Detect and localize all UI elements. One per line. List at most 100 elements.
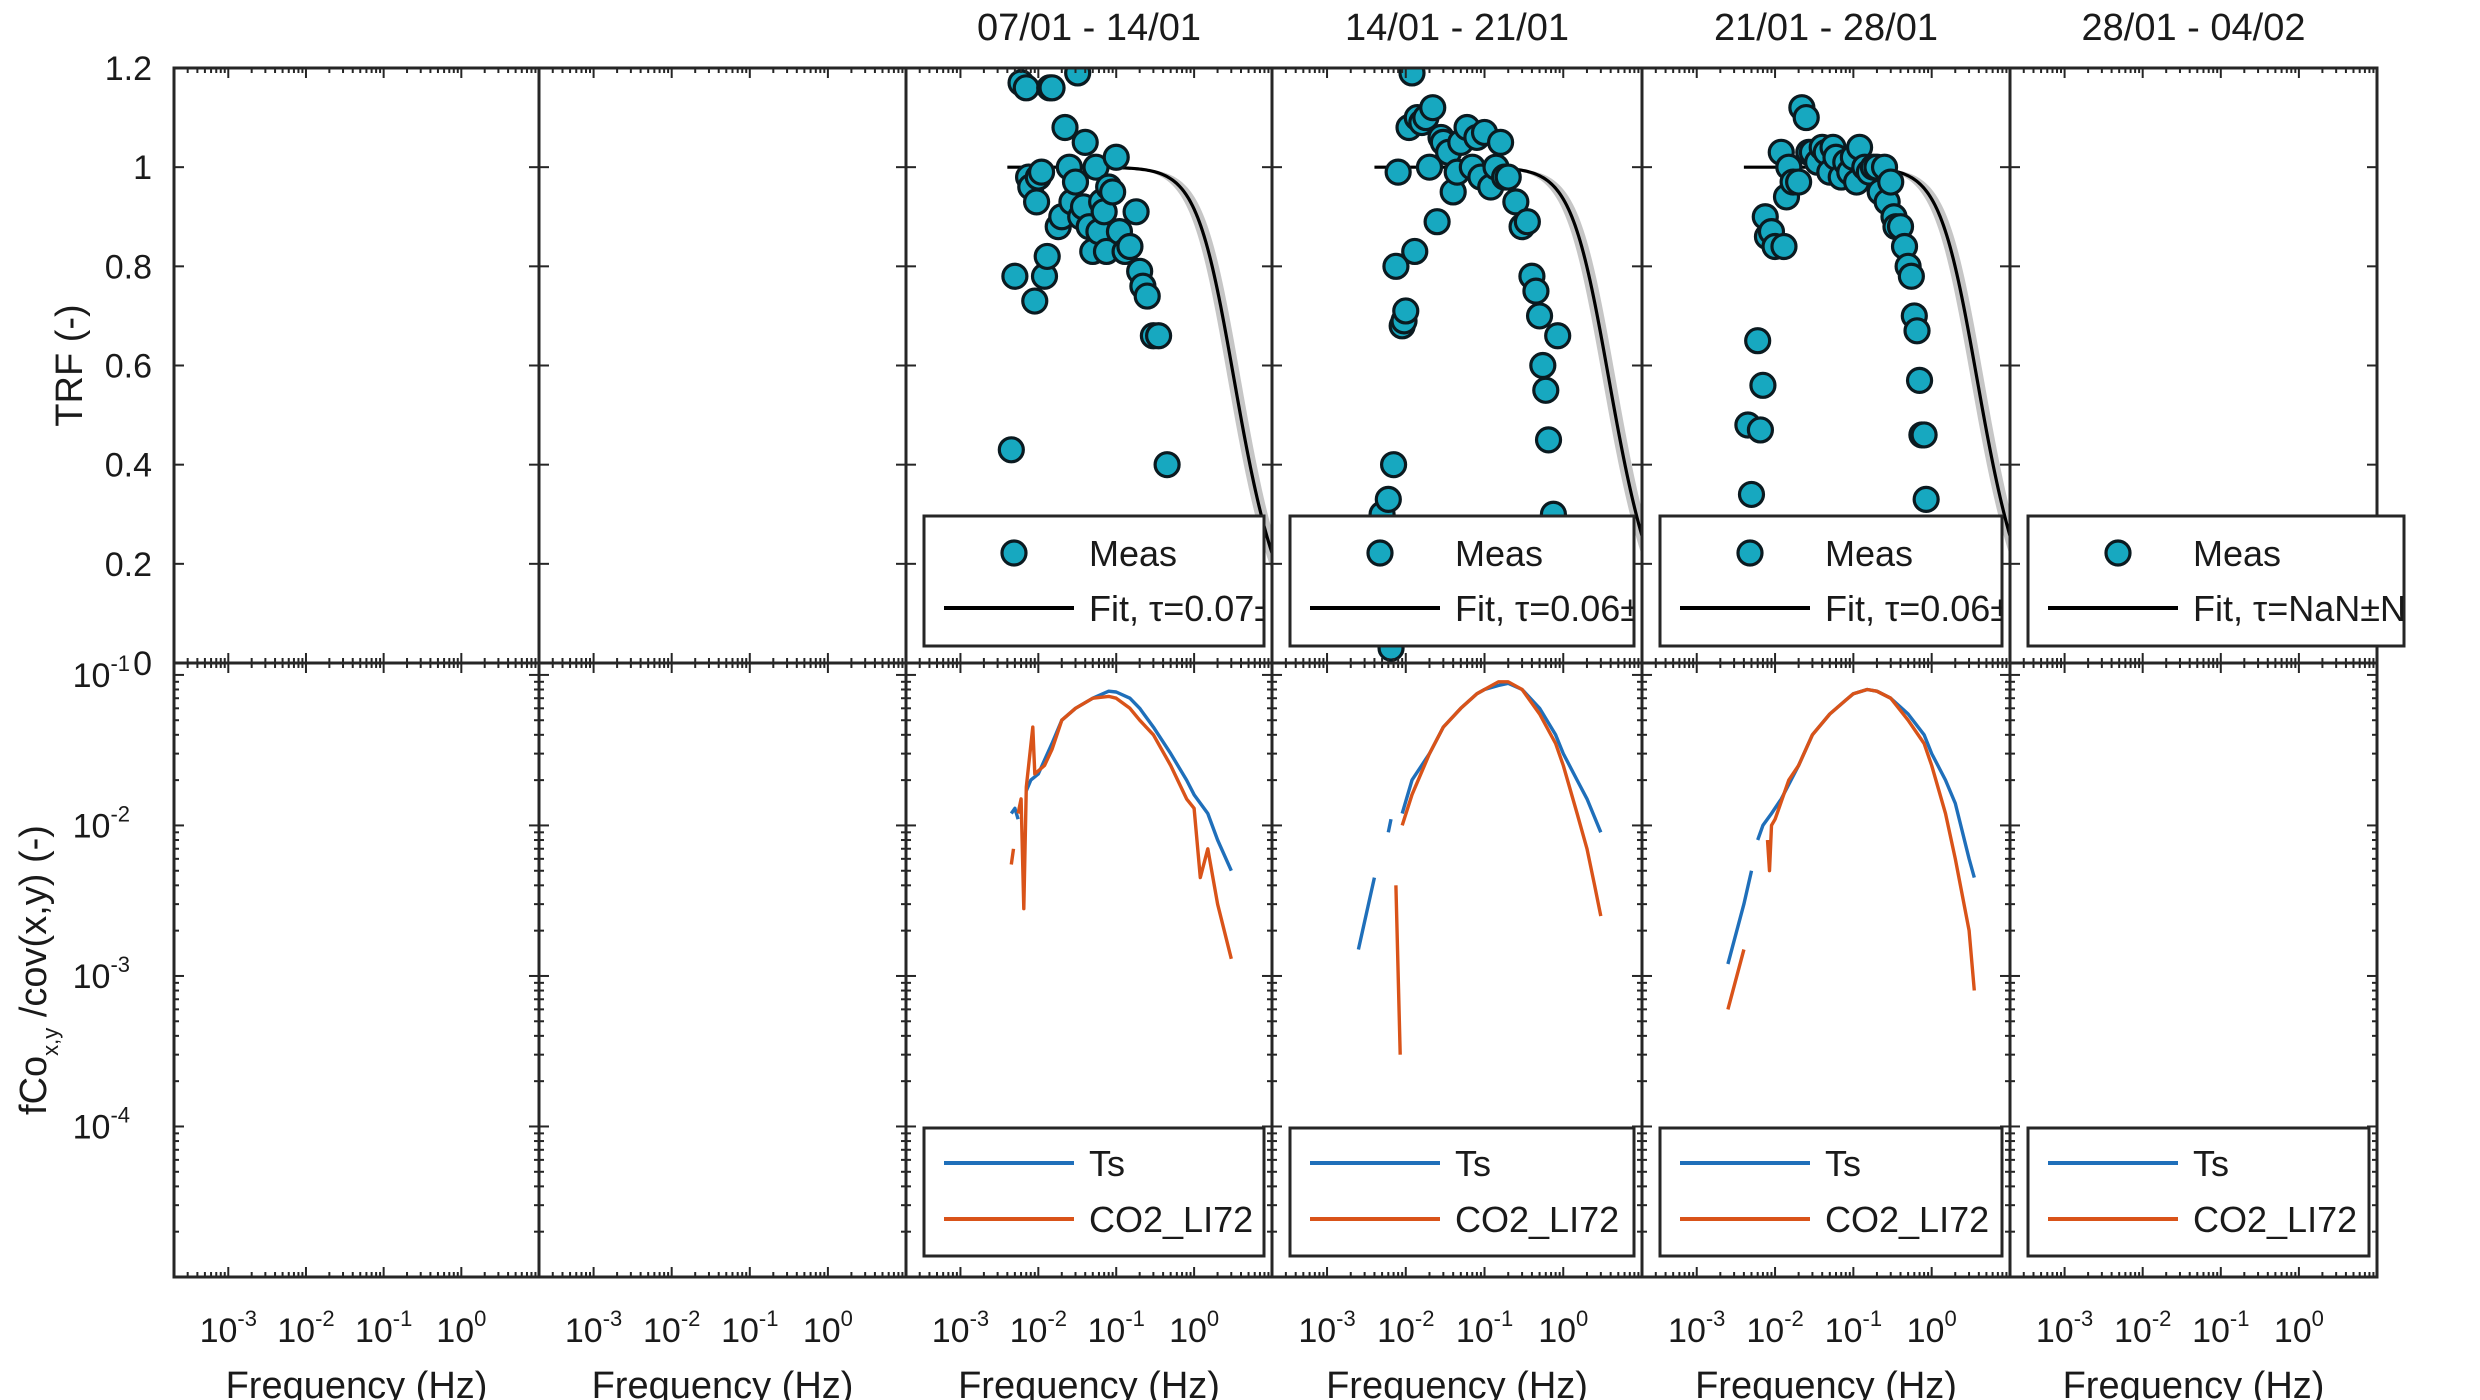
meas-point: [1770, 232, 1798, 261]
cospectra-legend-3: Ts CO2_LI72: [1288, 1126, 1636, 1258]
y-tick-label: 0: [133, 645, 152, 683]
meas-point: [1033, 242, 1061, 271]
fit-uncertainty-band: [1743, 167, 2010, 556]
legend-box: [922, 1126, 1266, 1258]
x-tick-label: 10-3: [565, 1306, 622, 1350]
trf-plot-3: [1368, 68, 1642, 662]
meas-point: [1001, 262, 1029, 290]
cospectra-plot-2: [1009, 689, 1233, 960]
legend-box: [1658, 514, 2004, 648]
x-tick-label: 10-1: [2192, 1306, 2249, 1350]
legend-label-CO2_LI72: CO2_LI72: [1089, 1199, 1253, 1240]
legend-box: [1658, 1126, 2004, 1258]
meas-point: [1379, 451, 1408, 479]
x-tick-label: 10-3: [200, 1306, 257, 1350]
x-tick-label: 10-3: [1668, 1306, 1725, 1350]
meas-point: [1737, 480, 1766, 509]
meas-point: [1746, 416, 1775, 444]
meas-point: [1027, 158, 1056, 186]
meas-point: [1423, 208, 1451, 236]
meas-point: [1749, 371, 1777, 399]
x-axis-label: Frequency (Hz): [1695, 1365, 1957, 1400]
legend-label-CO2_LI72: CO2_LI72: [1455, 1199, 1619, 1240]
x-tick-label: 10-2: [1010, 1306, 1067, 1350]
meas-point: [1522, 277, 1550, 305]
cospectra-axes-box: [537, 661, 908, 1279]
legend-label-Ts: Ts: [1455, 1143, 1491, 1184]
y-tick-label: 0.8: [105, 248, 152, 286]
meas-point: [1038, 74, 1066, 102]
x-tick-label: 10-1: [721, 1306, 778, 1350]
legend-label-fit: Fit, τ=0.06±: [1825, 588, 2010, 629]
meas-point: [1494, 163, 1522, 191]
y-axis-label-trf: TRF (-): [49, 304, 91, 426]
meas-point: [1012, 74, 1040, 102]
series-line-Ts: [1726, 687, 1976, 965]
y-tick-label: 10-4: [73, 1102, 130, 1146]
x-tick-label: 100: [1538, 1306, 1588, 1350]
x-tick-label: 10-3: [1298, 1306, 1355, 1350]
meas-point: [1486, 128, 1515, 156]
legend-label-Ts: Ts: [2193, 1143, 2229, 1184]
meas-point: [1792, 103, 1820, 132]
meas-point: [1419, 94, 1447, 122]
legend-box: [922, 514, 1266, 648]
x-tick-label: 10-2: [643, 1306, 700, 1350]
meas-point: [1415, 153, 1444, 181]
series-line-Ts: [1356, 681, 1603, 950]
meas-point: [1744, 327, 1772, 355]
cospectra-axes-box: [172, 661, 541, 1279]
x-tick-label: 10-3: [932, 1306, 989, 1350]
cospectra-legend-4: Ts CO2_LI72: [1658, 1126, 2004, 1258]
legend-label-Ts: Ts: [1089, 1143, 1125, 1184]
legend-label-meas: Meas: [2193, 533, 2281, 574]
x-tick-label: 100: [1169, 1306, 1219, 1350]
meas-point: [1513, 208, 1541, 236]
x-tick-label: 10-3: [2036, 1306, 2093, 1350]
column-title-3: 14/01 - 21/01: [1345, 7, 1569, 49]
x-tick-label: 10-2: [2114, 1306, 2171, 1350]
trf-legend-4: Meas Fit, τ=0.06±: [1658, 514, 2010, 648]
meas-point: [1116, 232, 1144, 261]
legend-marker: [1736, 539, 1764, 567]
y-tick-label: 0.6: [105, 348, 152, 386]
trf-legend-2: Meas Fit, τ=0.07±: [922, 514, 1274, 648]
x-tick-label: 10-2: [277, 1306, 334, 1350]
meas-point: [1384, 158, 1412, 186]
meas-point: [1877, 168, 1905, 196]
meas-point: [1022, 188, 1051, 216]
meas-point: [1392, 297, 1420, 325]
legend-marker: [2104, 539, 2132, 567]
meas-point: [1529, 351, 1557, 380]
meas-point: [1532, 376, 1560, 404]
meas-point: [1153, 451, 1181, 479]
meas-point: [1534, 426, 1563, 454]
x-tick-label: 10-1: [1456, 1306, 1513, 1350]
x-tick-label: 10-1: [355, 1306, 412, 1350]
meas-point: [1905, 366, 1934, 394]
fit-uncertainty-band: [1374, 167, 1642, 556]
meas-point: [1910, 421, 1938, 449]
x-tick-label: 10-1: [1088, 1306, 1145, 1350]
y-tick-label: 10-2: [73, 801, 130, 845]
meas-point: [1374, 485, 1402, 513]
y-tick-label: 10-3: [73, 952, 130, 996]
series-line-Ts: [1009, 689, 1233, 872]
series-line-CO2_LI72: [1394, 680, 1603, 1055]
meas-point: [997, 436, 1025, 464]
column-title-5: 28/01 - 04/02: [2082, 7, 2306, 49]
x-axis-label: Frequency (Hz): [958, 1365, 1220, 1400]
x-tick-label: 10-1: [1825, 1306, 1882, 1350]
meas-point: [1903, 317, 1931, 345]
trf-plot-2: [997, 68, 1272, 571]
y-tick-label: 0.4: [105, 447, 152, 485]
meas-point: [1897, 262, 1925, 290]
y-axis-label-cospectra: fCox,y /cov(x,y) (-): [13, 825, 63, 1115]
column-title-4: 21/01 - 28/01: [1714, 7, 1938, 49]
x-tick-label: 100: [1907, 1306, 1957, 1350]
legend-label-Ts: Ts: [1825, 1143, 1861, 1184]
x-tick-label: 10-2: [1377, 1306, 1434, 1350]
meas-point: [1144, 322, 1173, 350]
legend-label-fit: Fit, τ=0.07±: [1089, 588, 1274, 629]
